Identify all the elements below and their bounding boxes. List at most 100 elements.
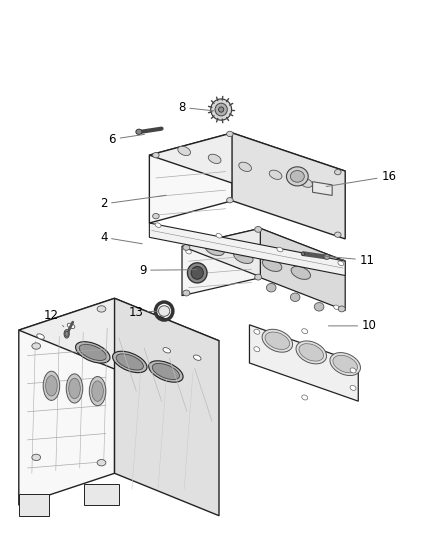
Ellipse shape (334, 305, 339, 310)
Polygon shape (19, 298, 115, 505)
Polygon shape (232, 133, 345, 239)
Ellipse shape (64, 329, 69, 338)
Polygon shape (250, 325, 358, 401)
Ellipse shape (32, 454, 41, 461)
Polygon shape (260, 228, 345, 311)
Ellipse shape (155, 223, 161, 228)
Ellipse shape (324, 255, 330, 260)
Ellipse shape (335, 232, 341, 237)
Ellipse shape (215, 103, 227, 116)
Text: 16: 16 (326, 170, 396, 187)
Ellipse shape (301, 252, 305, 256)
Ellipse shape (183, 290, 190, 296)
Ellipse shape (314, 303, 324, 311)
Ellipse shape (333, 356, 357, 373)
Polygon shape (149, 133, 232, 223)
Ellipse shape (208, 154, 221, 164)
Ellipse shape (302, 395, 308, 400)
Ellipse shape (300, 178, 312, 188)
Ellipse shape (226, 198, 233, 203)
Ellipse shape (350, 385, 356, 391)
Polygon shape (313, 182, 332, 196)
Ellipse shape (205, 243, 224, 255)
Ellipse shape (296, 341, 326, 364)
Ellipse shape (149, 361, 183, 382)
Ellipse shape (67, 323, 75, 328)
Ellipse shape (116, 354, 143, 370)
Ellipse shape (335, 169, 341, 175)
Ellipse shape (32, 343, 41, 349)
Ellipse shape (290, 293, 300, 302)
Ellipse shape (76, 342, 110, 363)
Ellipse shape (254, 346, 260, 352)
Polygon shape (19, 298, 219, 373)
Ellipse shape (254, 274, 261, 280)
Polygon shape (182, 228, 345, 279)
Ellipse shape (291, 266, 311, 279)
Polygon shape (149, 133, 345, 193)
Ellipse shape (66, 374, 83, 403)
Ellipse shape (178, 146, 191, 156)
Ellipse shape (159, 306, 170, 317)
Ellipse shape (277, 247, 283, 252)
Text: 12: 12 (44, 309, 64, 327)
Ellipse shape (350, 368, 356, 373)
Ellipse shape (266, 284, 276, 292)
Ellipse shape (183, 245, 190, 251)
Text: 2: 2 (100, 195, 166, 211)
Ellipse shape (239, 162, 251, 172)
Polygon shape (84, 484, 119, 505)
Ellipse shape (338, 260, 345, 265)
Ellipse shape (163, 348, 170, 353)
Text: 13: 13 (129, 305, 159, 319)
Ellipse shape (113, 351, 147, 373)
Ellipse shape (152, 364, 180, 379)
Polygon shape (115, 298, 219, 516)
Ellipse shape (262, 259, 282, 271)
Text: 11: 11 (324, 254, 374, 266)
Ellipse shape (152, 214, 159, 219)
Ellipse shape (254, 329, 260, 334)
Ellipse shape (43, 371, 60, 400)
Ellipse shape (46, 376, 57, 396)
Ellipse shape (265, 332, 290, 350)
Ellipse shape (262, 329, 293, 352)
Ellipse shape (152, 152, 159, 158)
Ellipse shape (136, 129, 142, 134)
Text: 8: 8 (178, 101, 214, 114)
Ellipse shape (299, 344, 324, 361)
Ellipse shape (191, 266, 203, 279)
Polygon shape (182, 228, 260, 296)
Ellipse shape (65, 331, 68, 336)
Ellipse shape (97, 459, 106, 466)
Ellipse shape (92, 381, 103, 401)
Ellipse shape (69, 378, 80, 399)
Ellipse shape (216, 233, 222, 238)
Ellipse shape (219, 107, 224, 112)
Polygon shape (19, 495, 49, 516)
Ellipse shape (37, 334, 44, 339)
Ellipse shape (186, 239, 191, 243)
Text: 4: 4 (100, 231, 142, 244)
Polygon shape (149, 223, 345, 276)
Text: 9: 9 (139, 264, 197, 277)
Ellipse shape (186, 249, 191, 254)
Ellipse shape (338, 261, 344, 265)
Ellipse shape (89, 376, 106, 406)
Ellipse shape (79, 344, 106, 360)
Ellipse shape (194, 355, 201, 360)
Ellipse shape (334, 262, 339, 266)
Ellipse shape (290, 171, 304, 182)
Ellipse shape (211, 99, 232, 120)
Text: 10: 10 (328, 319, 377, 333)
Ellipse shape (187, 263, 207, 283)
Ellipse shape (302, 329, 308, 334)
Text: 6: 6 (109, 133, 145, 146)
Ellipse shape (330, 353, 360, 376)
Ellipse shape (233, 251, 253, 263)
Ellipse shape (97, 306, 106, 312)
Ellipse shape (254, 227, 261, 232)
Ellipse shape (286, 167, 308, 186)
Ellipse shape (226, 131, 233, 136)
Ellipse shape (269, 170, 282, 180)
